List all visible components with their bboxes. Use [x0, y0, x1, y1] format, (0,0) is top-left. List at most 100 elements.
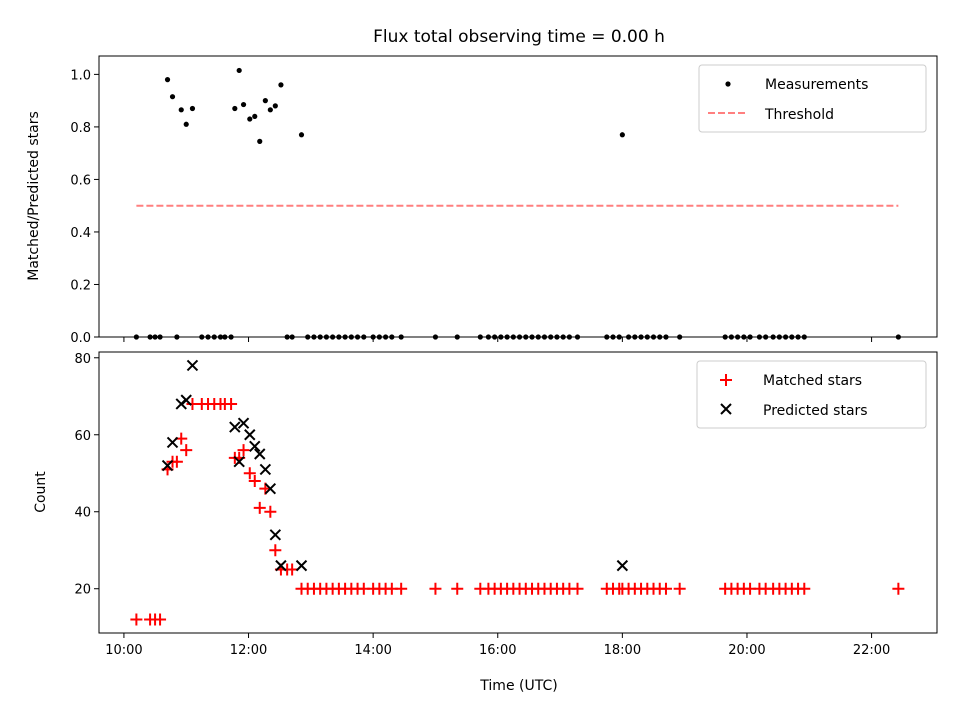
measurement-point — [252, 113, 258, 120]
matched-star-point — [395, 582, 408, 595]
measurement-point — [330, 334, 336, 340]
top-y-tick-label: 0.8 — [70, 121, 91, 136]
measurement-point — [604, 334, 610, 340]
matched-star-point — [286, 563, 299, 576]
top-y-tick-label: 0.6 — [70, 173, 91, 188]
predicted-star-point — [249, 440, 261, 453]
measurement-point — [548, 334, 554, 340]
measurement-point — [510, 334, 516, 340]
measurement-point — [735, 334, 741, 340]
measurement-point — [619, 132, 625, 138]
predicted-star-point — [269, 529, 282, 541]
matched-star-point — [798, 582, 811, 595]
predicted-star-point — [254, 448, 266, 460]
matched-star-point — [571, 582, 584, 595]
x-tick-label: 10:00 — [105, 643, 142, 658]
measurement-point — [616, 334, 622, 340]
measurement-point — [222, 334, 228, 340]
measurement-point — [284, 334, 290, 340]
measurement-point — [650, 334, 657, 340]
matched-star-point — [429, 582, 442, 595]
bottom-axes-frame — [98, 351, 938, 634]
predicted-star-point — [229, 421, 241, 433]
measurement-point — [257, 138, 263, 144]
measurement-point — [728, 334, 734, 340]
predicted-star-point — [259, 463, 272, 476]
matched-star-point — [170, 455, 183, 468]
bottom-y-tick-label: 60 — [74, 429, 91, 444]
legend-marker-measurements — [725, 81, 731, 87]
matched-star-point — [673, 582, 686, 595]
measurement-point — [610, 334, 616, 340]
matched-star-point — [892, 582, 905, 595]
measurement-point — [278, 82, 284, 88]
measurement-point — [776, 334, 782, 340]
measurement-point — [199, 334, 205, 340]
x-axis-label: Time (UTC) — [479, 678, 557, 694]
top-y-tick-label: 0.4 — [70, 226, 91, 241]
predicted-star-point — [237, 417, 250, 429]
measurement-point — [529, 334, 535, 340]
measurement-point — [389, 334, 395, 340]
measurement-point — [348, 334, 354, 340]
x-tick-label: 12:00 — [230, 643, 267, 658]
measurement-point — [361, 334, 367, 340]
measurement-point — [311, 334, 317, 340]
measurement-point — [272, 103, 278, 109]
x-tick-label: 14:00 — [354, 643, 391, 658]
x-tick-label: 16:00 — [479, 643, 516, 658]
measurement-point — [485, 334, 492, 340]
predicted-star-point — [161, 459, 174, 472]
measurement-point — [174, 334, 180, 340]
matched-star-point — [225, 397, 238, 410]
measurement-point — [267, 107, 273, 113]
measurement-point — [677, 334, 683, 340]
measurement-point — [336, 334, 342, 340]
measurement-point — [741, 334, 747, 340]
predicted-star-point — [275, 559, 287, 572]
measurement-point — [205, 334, 211, 340]
measurement-point — [217, 334, 224, 340]
measurement-point — [236, 67, 242, 74]
measurement-point — [298, 132, 305, 138]
top-legend-frame — [698, 64, 927, 133]
measurement-point — [376, 334, 382, 340]
matched-star-point — [269, 544, 282, 557]
bottom-y-tick-label: 80 — [74, 352, 91, 367]
measurement-point — [498, 334, 504, 340]
top-legend: Measurements Threshold — [698, 64, 927, 133]
x-tick-label: 20:00 — [728, 643, 765, 658]
measurement-point — [516, 334, 523, 340]
measurement-point — [228, 334, 234, 340]
measurement-point — [477, 334, 483, 340]
measurement-point — [247, 116, 253, 122]
measurement-point — [189, 105, 196, 112]
measurement-point — [232, 105, 238, 112]
measurement-point — [305, 334, 311, 340]
measurement-point — [625, 334, 632, 340]
top-y-tick-label: 0.2 — [70, 278, 91, 293]
measurement-point — [541, 334, 548, 340]
measurement-point — [164, 77, 171, 83]
measurement-point — [133, 334, 139, 340]
measurement-point — [663, 334, 669, 340]
x-tick-label: 22:00 — [853, 643, 890, 658]
measurement-point — [354, 334, 361, 340]
top-y-tick-label: 0.0 — [70, 331, 91, 346]
matched-star-point — [130, 613, 143, 626]
measurement-point — [638, 334, 644, 340]
matched-star-point — [243, 467, 256, 480]
predicted-star-point — [233, 455, 245, 468]
chart-title: Flux total observing time = 0.00 h — [373, 27, 665, 47]
predicted-star-point — [180, 394, 192, 406]
measurement-point — [763, 334, 769, 340]
measurement-point — [535, 334, 541, 340]
measurement-point — [240, 101, 247, 108]
measurement-point — [523, 334, 529, 340]
bottom-legend: Matched stars Predicted stars — [696, 360, 927, 429]
predicted-star-point — [295, 559, 308, 572]
measurement-point — [289, 334, 295, 340]
measurement-point — [317, 334, 323, 340]
measurement-point — [157, 334, 163, 340]
measurement-point — [574, 334, 581, 340]
